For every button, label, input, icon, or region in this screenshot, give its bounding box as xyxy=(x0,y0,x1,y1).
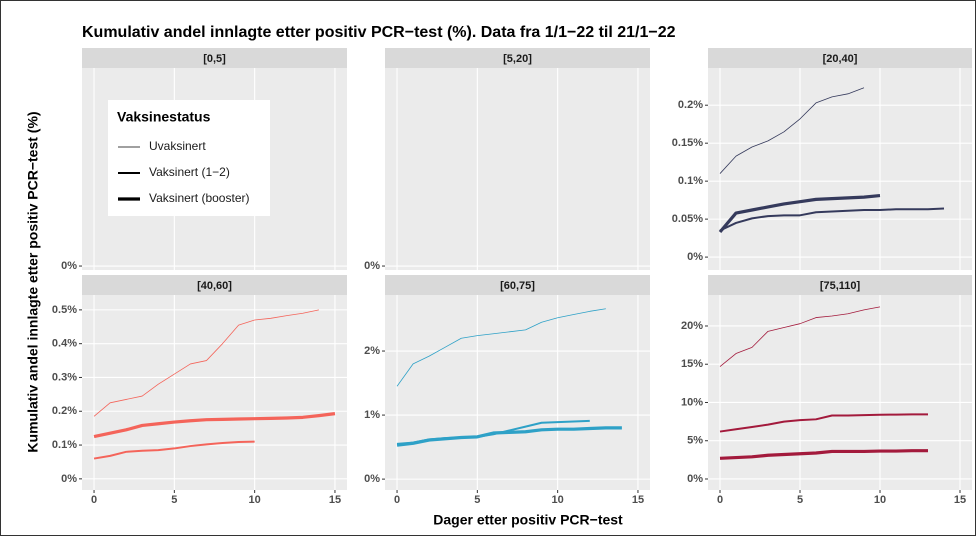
y-tick-label: 0.1% xyxy=(52,439,77,451)
y-tick-label: 0% xyxy=(364,260,380,272)
series-line xyxy=(396,426,622,447)
y-tick-label: 0% xyxy=(61,473,77,485)
y-tick-label: 15% xyxy=(681,358,703,370)
legend-box xyxy=(108,100,270,216)
y-tick-label: 0% xyxy=(687,473,703,485)
x-tick-label: 0 xyxy=(394,494,400,506)
strip xyxy=(82,275,347,295)
panel: [40,60] 0% 0.1% 0.2% 0.3% 0.4% 0.5% 0 5 10 15 xyxy=(52,275,347,506)
panel-background xyxy=(385,68,650,270)
panel-background xyxy=(385,295,650,490)
y-tick-label: 0.4% xyxy=(52,338,77,350)
y-tick-label: 0.2% xyxy=(52,405,77,417)
x-tick-label: 5 xyxy=(797,494,803,506)
x-tick-label: 10 xyxy=(874,494,886,506)
y-tick-label: 10% xyxy=(681,396,703,408)
legend-title: Vaksinestatus xyxy=(117,109,211,125)
panel: [75,110] 0% 5% 10% 15% 20% 0 5 10 15 xyxy=(681,275,972,506)
y-tick-label: 1% xyxy=(364,409,380,421)
x-tick-label: 0 xyxy=(91,494,97,506)
strip-label: [40,60] xyxy=(197,280,232,292)
y-tick-label: 0.05% xyxy=(672,213,703,225)
series-line xyxy=(93,309,319,417)
legend: Vaksinestatus Uvaksinert Vaksinert (1−2) Va… xyxy=(108,100,270,216)
series-line xyxy=(93,412,336,439)
strip-label: [0,5] xyxy=(203,53,226,65)
y-axis-label: Kumulativ andel innlagte etter positiv P… xyxy=(25,111,41,452)
panel-background xyxy=(708,68,972,270)
x-tick-label: 10 xyxy=(249,494,261,506)
panel: [60,75] 0% 1% 2% 0 5 10 15 xyxy=(364,275,650,506)
legend-label: Vaksinert (1−2) xyxy=(149,165,230,179)
y-tick-label: 5% xyxy=(687,435,703,447)
strip-label: [75,110] xyxy=(820,280,861,292)
x-axis-label: Dager etter positiv PCR−test xyxy=(433,512,623,528)
x-tick-label: 0 xyxy=(717,494,723,506)
x-tick-label: 15 xyxy=(954,494,966,506)
strip xyxy=(385,48,650,68)
y-tick-label: 0.1% xyxy=(678,175,703,187)
series-line xyxy=(719,413,929,433)
x-tick-label: 10 xyxy=(552,494,564,506)
y-tick-label: 0% xyxy=(364,473,380,485)
strip-label: [5,20] xyxy=(503,53,532,65)
y-tick-label: 0.2% xyxy=(678,99,703,111)
y-tick-label: 0% xyxy=(687,251,703,263)
panel-background xyxy=(708,295,972,490)
x-tick-label: 15 xyxy=(632,494,644,506)
strip xyxy=(708,275,972,295)
chart-title: Kumulativ andel innlagte etter positiv P… xyxy=(82,24,676,41)
panel: [5,20] 0% xyxy=(364,48,650,272)
series-line xyxy=(93,440,255,460)
strip xyxy=(82,48,347,68)
x-tick-label: 15 xyxy=(329,494,341,506)
y-tick-label: 2% xyxy=(364,345,380,357)
strip xyxy=(385,275,650,295)
strip xyxy=(708,48,972,68)
legend-label: Uvaksinert xyxy=(149,139,206,153)
panel: [20,40] 0% 0.05% 0.1% 0.15% 0.2% xyxy=(672,48,972,270)
series-line xyxy=(396,308,606,387)
series-line xyxy=(718,193,881,234)
y-tick-label: 0.15% xyxy=(672,137,703,149)
legend-label: Vaksinert (booster) xyxy=(149,191,249,205)
y-tick-label: 0% xyxy=(61,260,77,272)
strip-label: [20,40] xyxy=(823,53,858,65)
y-tick-label: 0.5% xyxy=(52,304,77,316)
y-tick-label: 0.3% xyxy=(52,371,77,383)
series-line xyxy=(719,449,928,460)
x-tick-label: 5 xyxy=(171,494,177,506)
strip-label: [60,75] xyxy=(500,280,535,292)
y-tick-label: 20% xyxy=(681,320,703,332)
series-line xyxy=(719,87,865,174)
series-line xyxy=(719,207,945,232)
panel-background xyxy=(82,295,347,490)
series-line xyxy=(719,306,881,367)
x-tick-label: 5 xyxy=(474,494,480,506)
